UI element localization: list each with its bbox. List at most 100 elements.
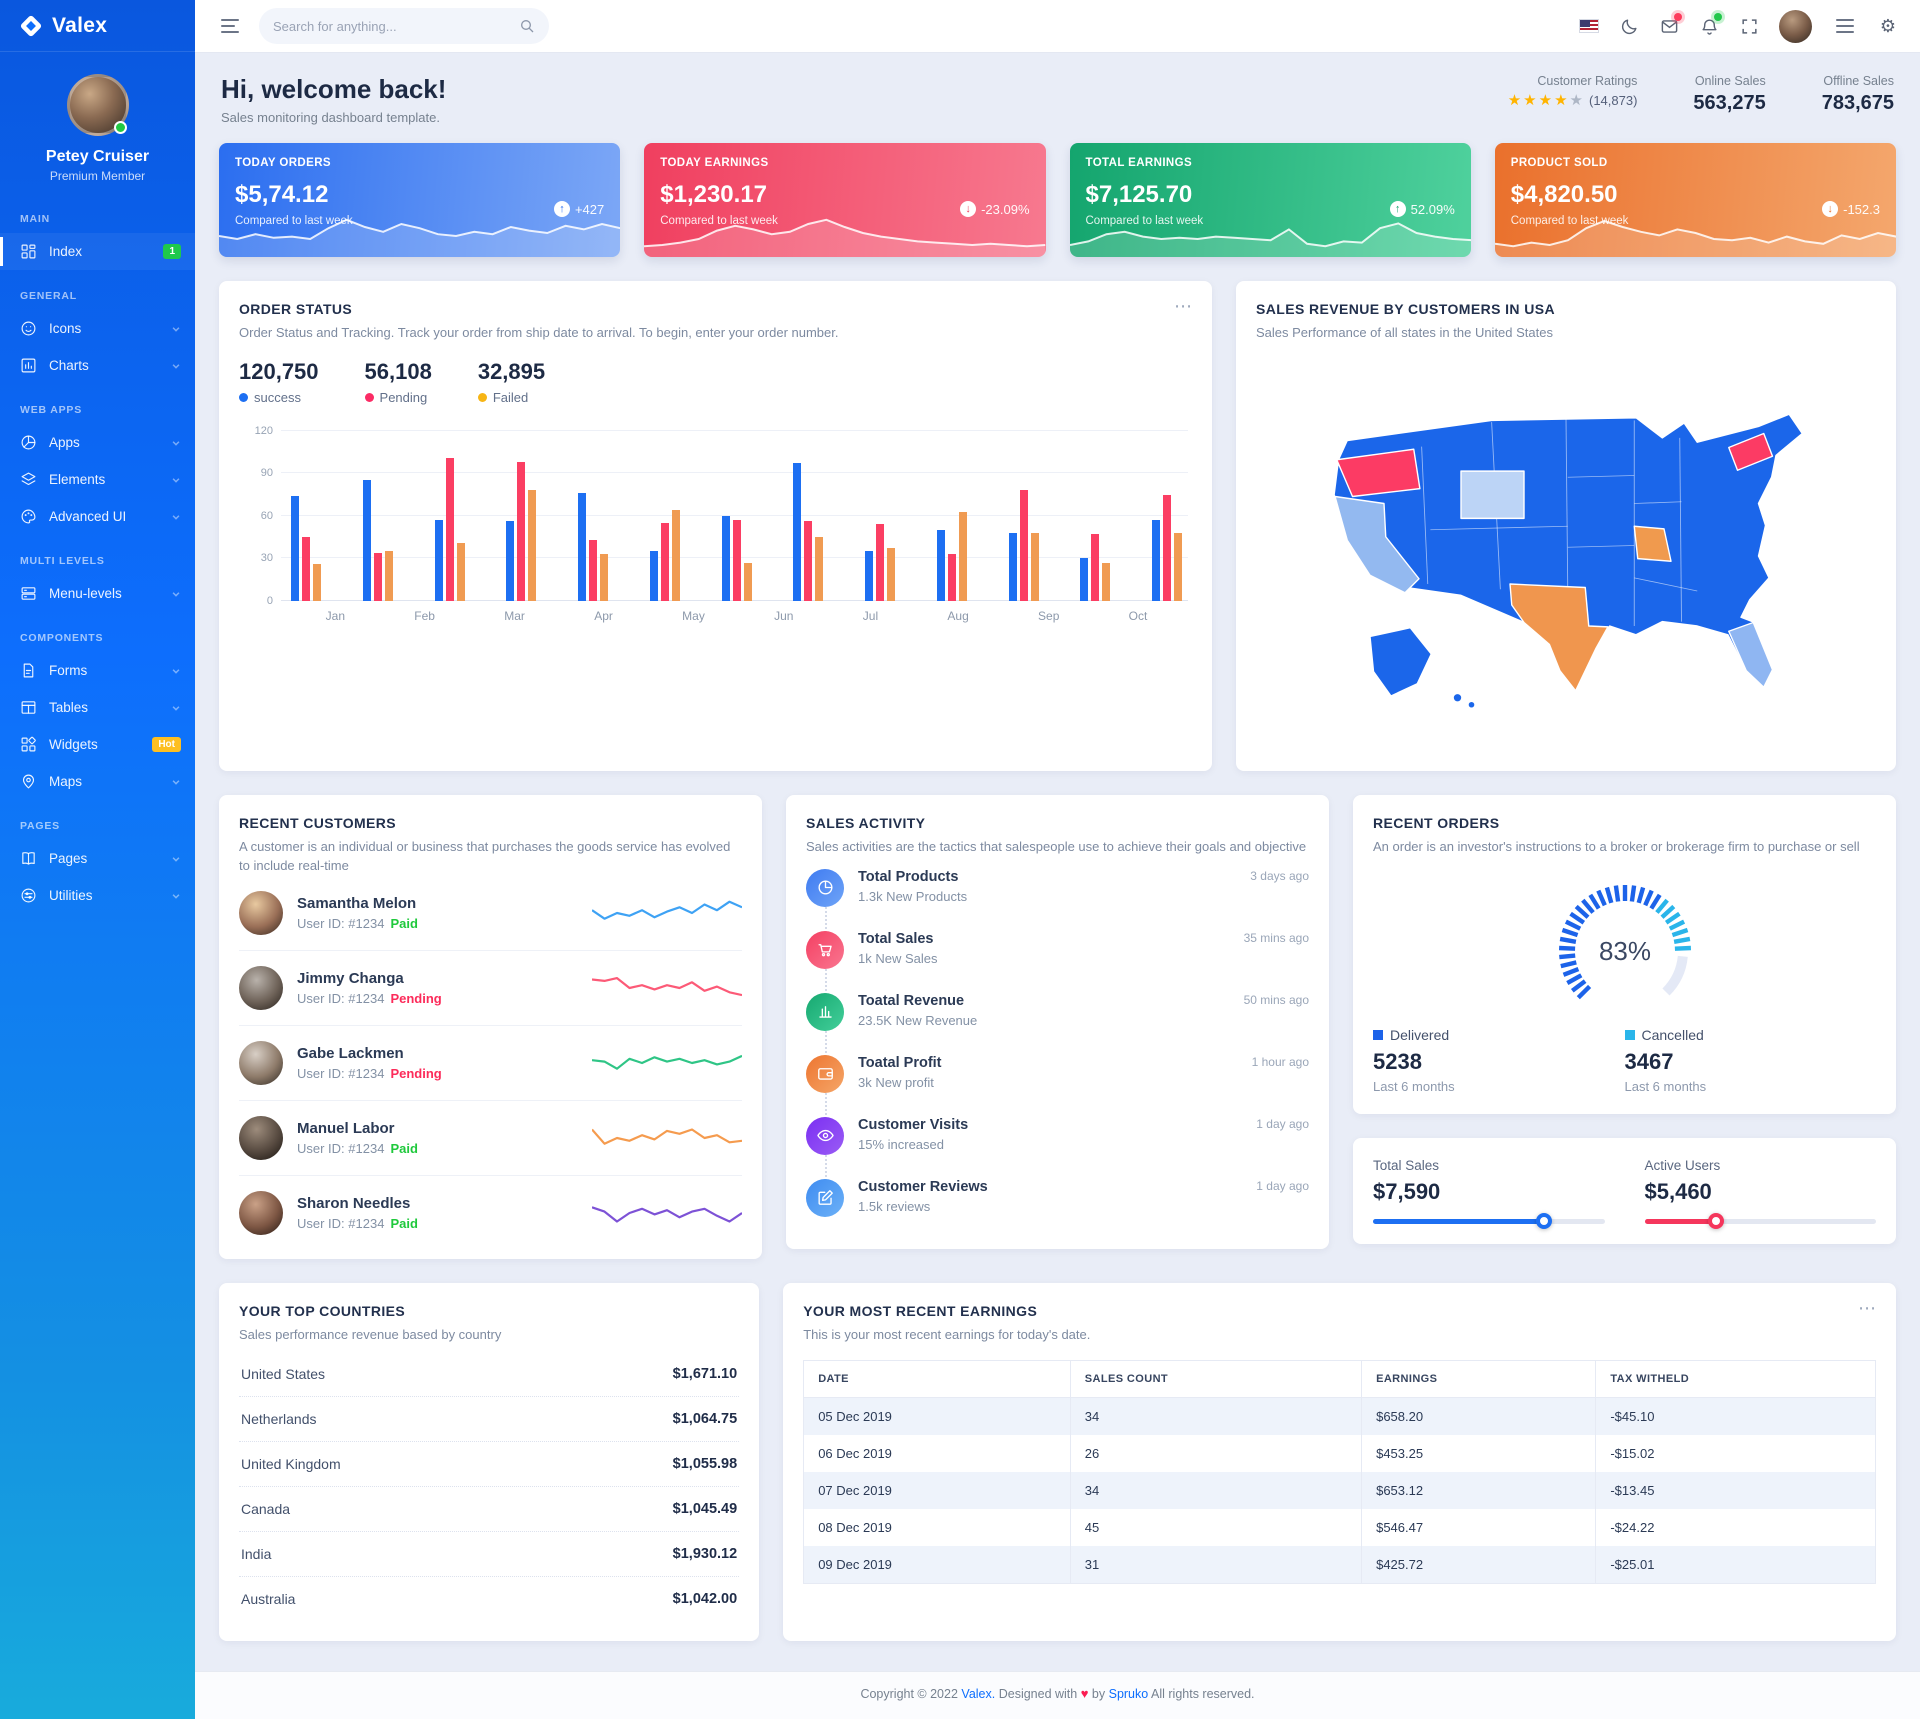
settings-gear-icon[interactable]: ⚙ [1879, 15, 1897, 36]
table-row[interactable]: 07 Dec 2019 34 $653.12 -$13.45 [803, 1472, 1876, 1510]
customer-row[interactable]: Sharon Needles User ID: #1234 Paid [239, 1176, 742, 1239]
card-options-icon[interactable]: ⋯ [1858, 1297, 1876, 1318]
bar-group[interactable] [936, 431, 967, 601]
table-header-cell[interactable]: TAX WITHELD [1595, 1360, 1876, 1399]
usa-choropleth-map[interactable] [1286, 361, 1846, 751]
sidebar-item-label: Charts [49, 358, 89, 373]
table-header-cell[interactable]: SALES COUNT [1069, 1360, 1363, 1399]
bar-pending [876, 524, 884, 601]
bar-group[interactable] [434, 431, 465, 601]
dark-mode-moon-icon[interactable] [1619, 16, 1639, 36]
sidebar-item-utilities[interactable]: Utilities [0, 877, 195, 914]
chevron-down-icon [172, 856, 180, 862]
customer-id: User ID: #1234 Pending [297, 1065, 442, 1081]
sidebar-nav: MAIN Index 1 GENERAL Icons Charts WEB APPS Apps… [0, 193, 195, 914]
country-row[interactable]: India $1,930.12 [239, 1532, 740, 1578]
sidebar-item-elements[interactable]: Elements [0, 461, 195, 498]
country-row[interactable]: United Kingdom $1,055.98 [239, 1442, 740, 1488]
bar-group[interactable] [506, 431, 537, 601]
activity-item[interactable]: Customer Visits 15% increased 1 day ago [806, 1105, 1309, 1181]
slider-knob[interactable] [1708, 1213, 1725, 1230]
sidebar-item-menu-levels[interactable]: Menu-levels [0, 575, 195, 612]
footer-brand-link[interactable]: Valex. [961, 1687, 996, 1702]
country-row[interactable]: Australia $1,042.00 [239, 1577, 739, 1621]
stat-card-today-orders[interactable]: TODAY ORDERS $5,74.12 Compared to last w… [219, 143, 621, 257]
bar-group[interactable] [578, 431, 608, 601]
sidebar-item-pages[interactable]: Pages [0, 840, 195, 877]
table-row[interactable]: 06 Dec 2019 26 $453.25 -$15.02 [803, 1435, 1876, 1473]
timeline-connector [825, 906, 827, 933]
sidebar-item-charts[interactable]: Charts [0, 347, 195, 384]
slider-track[interactable] [1373, 1213, 1605, 1230]
customer-name: Manuel Labor [297, 1119, 395, 1137]
country-row[interactable]: Canada $1,045.49 [239, 1487, 740, 1533]
table-row[interactable]: 08 Dec 2019 45 $546.47 -$24.22 [803, 1509, 1876, 1547]
bar-group[interactable] [291, 431, 321, 601]
x-axis-tick: Jul [862, 608, 879, 623]
table-header-cell[interactable]: DATE [803, 1360, 1071, 1399]
activity-item[interactable]: Total Sales 1k New Sales 35 mins ago [806, 919, 1309, 995]
stat-card-product-sold[interactable]: PRODUCT SOLD $4,820.50 Compared to last … [1494, 143, 1896, 257]
bar-group[interactable] [865, 431, 895, 601]
sparkline-chart [1494, 219, 1896, 257]
sidebar-item-tables[interactable]: Tables [0, 689, 195, 726]
bar-group[interactable] [1008, 431, 1039, 601]
bar-group[interactable] [649, 431, 680, 601]
stat-cards-row: TODAY ORDERS $5,74.12 Compared to last w… [219, 143, 1896, 257]
activity-item[interactable]: Total Products 1.3k New Products 3 days … [806, 857, 1309, 933]
customer-id: User ID: #1234 Paid [297, 915, 418, 931]
card-options-icon[interactable]: ⋯ [1174, 296, 1192, 316]
fullscreen-icon[interactable] [1739, 16, 1759, 36]
slider-knob[interactable] [1536, 1213, 1553, 1230]
search-icon[interactable] [519, 18, 535, 34]
stat-card-total-earnings[interactable]: TOTAL EARNINGS $7,125.70 Compared to las… [1069, 143, 1471, 257]
right-panel-toggle-icon[interactable] [1832, 15, 1858, 37]
country-row[interactable]: United States $1,671.10 [239, 1352, 740, 1398]
activity-title: Customer Reviews [858, 1178, 988, 1195]
brand[interactable]: Valex [0, 0, 195, 52]
activity-item[interactable]: Customer Reviews 1.5k reviews 1 day ago [806, 1167, 1309, 1229]
footer-designer-link[interactable]: Spruko [1108, 1687, 1149, 1702]
table-row[interactable]: 05 Dec 2019 34 $658.20 -$45.10 [803, 1397, 1876, 1436]
sidebar-item-label: Forms [49, 663, 88, 678]
bar-success [793, 463, 802, 601]
profile-avatar[interactable] [1779, 9, 1812, 43]
recent-orders-title: RECENT ORDERS [1373, 814, 1500, 831]
bar-group[interactable] [721, 431, 752, 601]
main-area: ⚙ Hi, welcome back! Sales monitoring das… [195, 0, 1920, 1719]
sidebar-item-advanced-ui[interactable]: Advanced UI [0, 498, 195, 535]
delivered-label: Delivered [1390, 1026, 1450, 1043]
activity-item[interactable]: Toatal Revenue 23.5K New Revenue 50 mins… [806, 981, 1309, 1057]
activity-sub: 1.5k reviews [858, 1198, 931, 1214]
sidebar-item-apps[interactable]: Apps [0, 424, 195, 461]
customer-row[interactable]: Samantha Melon User ID: #1234 Paid [239, 876, 742, 951]
sidebar-item-index[interactable]: Index 1 [0, 233, 195, 270]
customer-row[interactable]: Jimmy Changa User ID: #1234 Pending [239, 951, 742, 1026]
sidebar-toggle-icon[interactable] [217, 15, 243, 37]
language-flag-icon[interactable] [1579, 16, 1599, 36]
cell-date: 05 Dec 2019 [803, 1397, 1071, 1436]
search-input[interactable] [273, 18, 519, 34]
bar-group[interactable] [1152, 431, 1182, 601]
customer-row[interactable]: Gabe Lackmen User ID: #1234 Pending [239, 1026, 742, 1101]
table-header-cell[interactable]: EARNINGS [1361, 1360, 1597, 1399]
sidebar-item-forms[interactable]: Forms [0, 652, 195, 689]
table-row[interactable]: 09 Dec 2019 31 $425.72 -$25.01 [803, 1546, 1876, 1584]
bar-group[interactable] [362, 431, 393, 601]
slider-track[interactable] [1644, 1213, 1876, 1230]
notifications-bell-icon[interactable] [1699, 13, 1722, 36]
bar-success [291, 495, 299, 601]
country-row[interactable]: Netherlands $1,064.75 [239, 1397, 740, 1443]
sidebar-item-widgets[interactable]: Widgets Hot [0, 726, 195, 763]
stat-card-today-earnings[interactable]: TODAY EARNINGS $1,230.17 Compared to las… [644, 143, 1046, 257]
user-avatar[interactable] [66, 74, 129, 136]
customer-row[interactable]: Manuel Labor User ID: #1234 Paid [239, 1101, 742, 1176]
bar-group[interactable] [793, 431, 824, 601]
messages-icon[interactable] [1659, 13, 1682, 36]
activity-item[interactable]: Toatal Profit 3k New profit 1 hour ago [806, 1043, 1309, 1119]
bar-pending [445, 457, 454, 601]
state-new-york [1728, 432, 1774, 471]
bar-group[interactable] [1080, 431, 1111, 601]
sidebar-item-icons[interactable]: Icons [0, 310, 195, 347]
sidebar-item-maps[interactable]: Maps [0, 763, 195, 800]
